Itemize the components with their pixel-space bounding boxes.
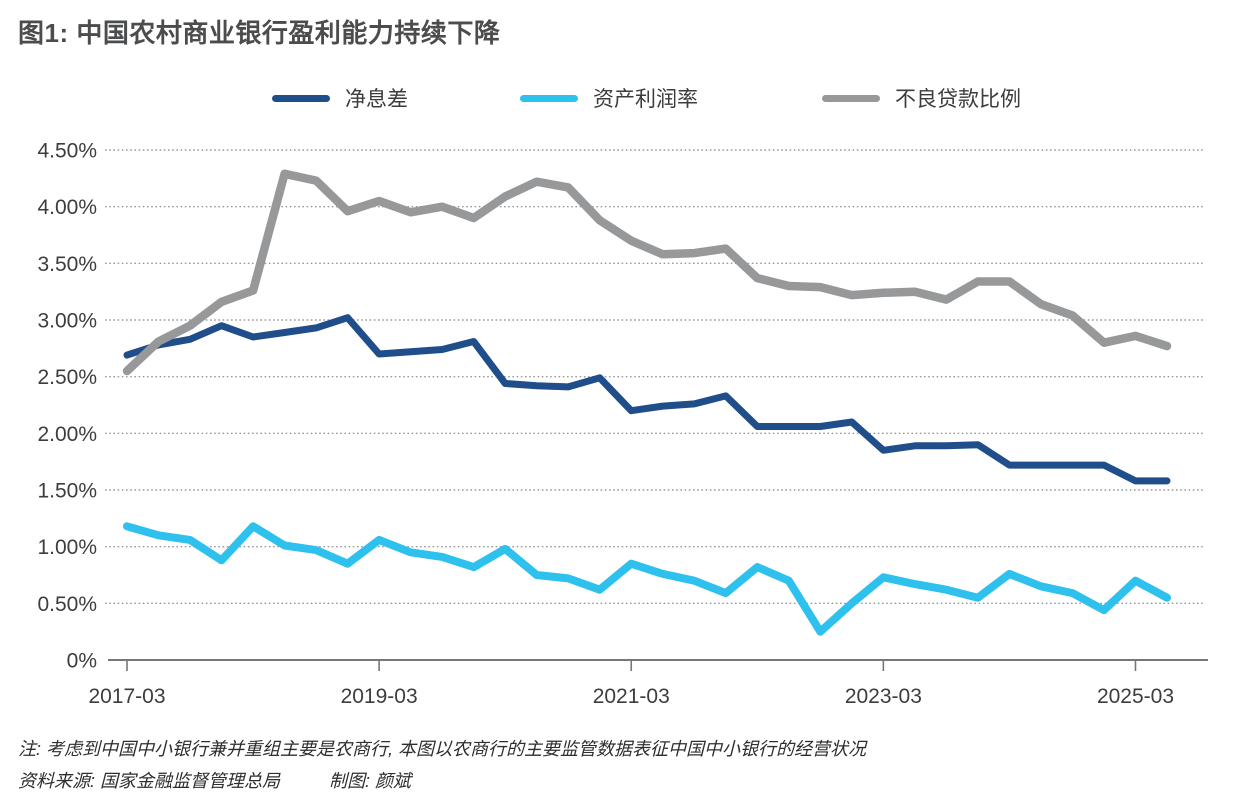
svg-text:2019-03: 2019-03 <box>341 685 418 708</box>
source-text: 资料来源: 国家金融监督管理总局 <box>18 771 281 791</box>
roa-line-swatch <box>520 94 578 102</box>
chart-legend: 净息差 资产利润率 不良贷款比例 <box>0 85 1238 111</box>
chart-notes: 注: 考虑到中国中小银行兼并重组主要是农商行, 本图以农商行的主要监管数据表征中… <box>18 733 866 797</box>
svg-text:1.50%: 1.50% <box>37 480 97 503</box>
legend-item-npl: 不良贷款比例 <box>822 85 1021 111</box>
credit-text: 制图: 颜斌 <box>329 771 412 791</box>
svg-text:2017-03: 2017-03 <box>88 685 165 708</box>
svg-text:2023-03: 2023-03 <box>845 685 922 708</box>
svg-text:4.00%: 4.00% <box>37 196 97 219</box>
svg-text:2.50%: 2.50% <box>37 366 97 389</box>
svg-text:2.00%: 2.00% <box>37 423 97 446</box>
npl-line-swatch <box>822 94 880 102</box>
svg-text:0.50%: 0.50% <box>37 593 97 616</box>
legend-label-nim: 净息差 <box>345 88 408 111</box>
legend-label-npl: 不良贷款比例 <box>895 88 1021 111</box>
svg-text:0%: 0% <box>67 650 97 673</box>
chart-title: 图1: 中国农村商业银行盈利能力持续下降 <box>18 18 501 48</box>
svg-text:2025-03: 2025-03 <box>1097 685 1174 708</box>
svg-text:2021-03: 2021-03 <box>593 685 670 708</box>
legend-item-nim: 净息差 <box>272 85 408 111</box>
svg-text:3.00%: 3.00% <box>37 310 97 333</box>
nim-line-swatch <box>272 94 330 102</box>
legend-label-roa: 资产利润率 <box>593 88 698 111</box>
svg-text:4.50%: 4.50% <box>37 140 97 163</box>
legend-item-roa: 资产利润率 <box>520 85 698 111</box>
svg-text:3.50%: 3.50% <box>37 253 97 276</box>
chart-area: 0% 0.50% 1.00% 1.50% 2.00% 2.50% 3.00% 3.50% 4.0… <box>0 125 1238 717</box>
note-text: 注: 考虑到中国中小银行兼并重组主要是农商行, 本图以农商行的主要监管数据表征中… <box>18 739 866 759</box>
svg-text:1.00%: 1.00% <box>37 536 97 559</box>
line-chart: 0% 0.50% 1.00% 1.50% 2.00% 2.50% 3.00% 3.50% 4.0… <box>37 140 1208 708</box>
